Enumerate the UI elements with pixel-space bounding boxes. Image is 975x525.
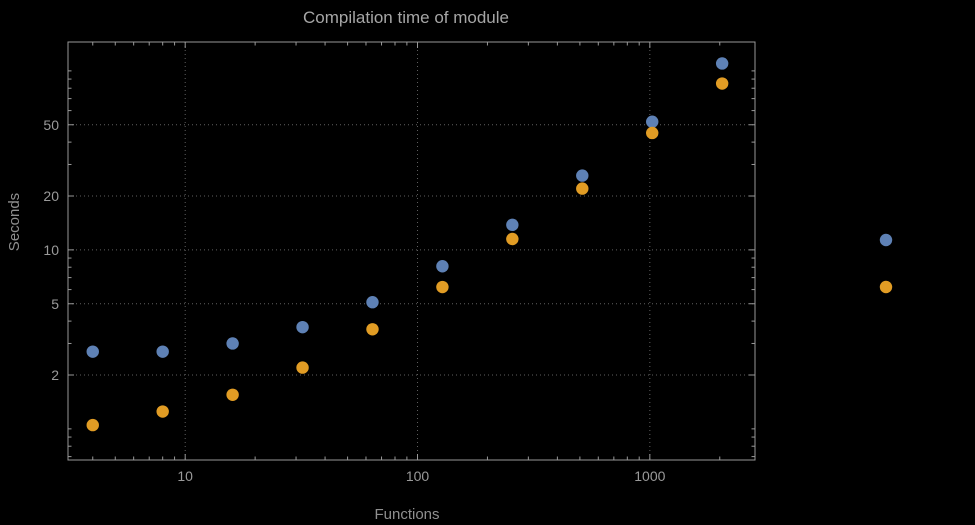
plot-area: 10 100 1000 2 5 10 20 50 (43, 41, 893, 484)
data-point-series-1-1 (156, 345, 169, 358)
data-point-series-1-2 (226, 337, 239, 350)
data-point-series-2-9 (715, 77, 729, 90)
data-point-series-2-8 (646, 126, 659, 140)
x-tick-label-10: 10 (177, 468, 193, 484)
data-point-series-2-3 (296, 361, 309, 374)
data-point-series-1-4 (366, 296, 379, 309)
data-point-series-2-5 (436, 280, 449, 294)
data-point-series-1-0 (86, 345, 99, 358)
data-point-series-2-7 (576, 182, 589, 195)
chart-title: Compilation time of module (303, 8, 509, 27)
data-point-series-1-9 (715, 57, 729, 70)
legend-marker-series-1 (879, 233, 893, 247)
x-tick-label-1000: 1000 (634, 468, 665, 484)
y-tick-label-20: 20 (43, 188, 59, 204)
data-point-series-1-8 (646, 115, 659, 128)
data-point-series-1-3 (296, 320, 309, 334)
legend-marker-series-2 (879, 280, 893, 294)
data-point-series-2-0 (86, 418, 99, 432)
y-tick-label-10: 10 (43, 242, 59, 258)
data-point-series-1-5 (436, 260, 449, 273)
data-point-series-2-2 (226, 388, 239, 402)
data-point-series-1-7 (576, 169, 589, 182)
data-point-series-1-6 (506, 218, 519, 232)
plot-frame (67, 41, 756, 461)
y-axis-label: Seconds (6, 193, 23, 251)
data-point-series-2-1 (156, 405, 169, 418)
data-point-series-2-6 (506, 232, 519, 246)
data-point-series-2-4 (366, 323, 379, 336)
y-tick-label-50: 50 (43, 117, 59, 133)
y-tick-label-5: 5 (51, 296, 59, 312)
x-axis-label: Functions (374, 506, 439, 523)
x-tick-label-100: 100 (406, 468, 430, 484)
y-tick-label-2: 2 (51, 367, 59, 383)
